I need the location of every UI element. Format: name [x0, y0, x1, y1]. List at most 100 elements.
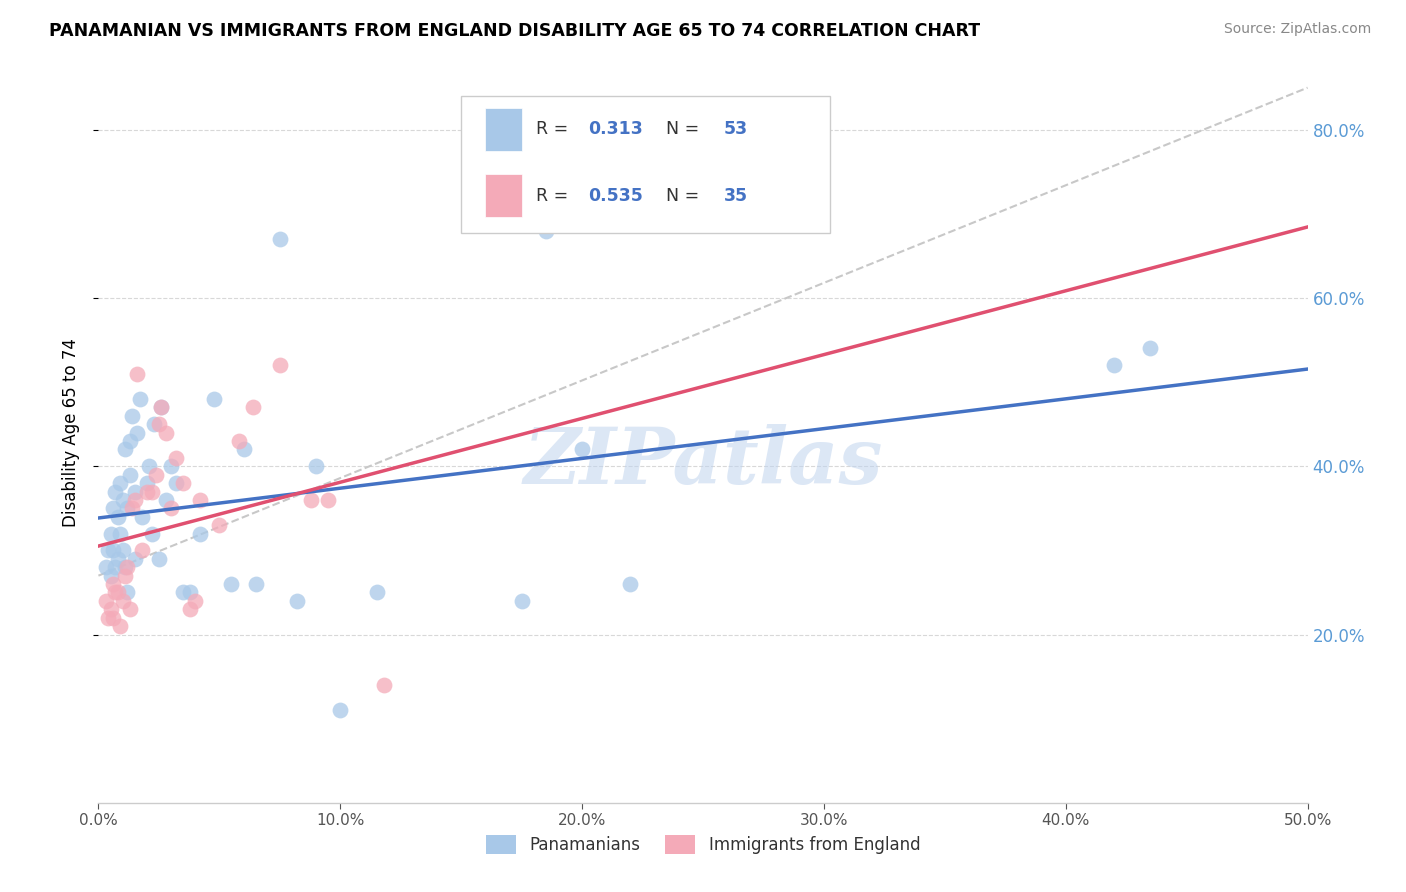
Point: [108, 476, 131, 491]
Point: [172, 585, 194, 599]
Point: [107, 509, 129, 524]
Point: [188, 526, 211, 541]
Point: [111, 594, 134, 608]
Point: [114, 568, 136, 582]
Point: [145, 467, 167, 482]
Point: [135, 484, 157, 499]
Point: [150, 401, 173, 415]
Point: [104, 585, 127, 599]
Text: R =: R =: [536, 120, 574, 138]
Point: [160, 459, 183, 474]
Point: [104, 484, 127, 499]
Point: [118, 434, 141, 448]
FancyBboxPatch shape: [485, 174, 522, 217]
Point: [108, 526, 131, 541]
Point: [124, 551, 146, 566]
Point: [111, 543, 134, 558]
Text: Source: ZipAtlas.com: Source: ZipAtlas.com: [1223, 22, 1371, 37]
Point: [101, 501, 124, 516]
Point: [619, 577, 641, 591]
Point: [329, 703, 352, 717]
Point: [141, 526, 163, 541]
Point: [184, 594, 207, 608]
Text: N =: N =: [655, 186, 704, 204]
Point: [127, 367, 149, 381]
Point: [316, 492, 339, 507]
Point: [155, 492, 177, 507]
Point: [94, 594, 117, 608]
Point: [135, 476, 157, 491]
Text: R =: R =: [536, 186, 574, 204]
Point: [228, 434, 250, 448]
Point: [117, 560, 139, 574]
Point: [1102, 359, 1125, 373]
Point: [104, 560, 127, 574]
Point: [232, 442, 254, 457]
Point: [534, 224, 557, 238]
Point: [128, 392, 150, 406]
Point: [148, 551, 170, 566]
Point: [108, 619, 131, 633]
Point: [172, 476, 194, 491]
Point: [114, 442, 136, 457]
Point: [242, 401, 264, 415]
Point: [111, 492, 134, 507]
Point: [97, 610, 120, 624]
Point: [155, 425, 177, 440]
Point: [101, 543, 124, 558]
Point: [118, 467, 141, 482]
Point: [285, 594, 308, 608]
Point: [117, 501, 139, 516]
Point: [373, 678, 395, 692]
Point: [148, 417, 170, 432]
Point: [121, 409, 143, 423]
Point: [131, 543, 153, 558]
Point: [131, 509, 153, 524]
FancyBboxPatch shape: [461, 95, 830, 233]
Point: [299, 492, 322, 507]
Point: [179, 585, 201, 599]
Text: PANAMANIAN VS IMMIGRANTS FROM ENGLAND DISABILITY AGE 65 TO 74 CORRELATION CHART: PANAMANIAN VS IMMIGRANTS FROM ENGLAND DI…: [49, 22, 980, 40]
Point: [160, 501, 183, 516]
Point: [150, 401, 173, 415]
Point: [100, 526, 122, 541]
Point: [100, 568, 122, 582]
Point: [269, 232, 291, 246]
Point: [179, 602, 201, 616]
Point: [221, 577, 243, 591]
Point: [188, 492, 211, 507]
Point: [305, 459, 328, 474]
Point: [141, 484, 163, 499]
Point: [165, 450, 187, 465]
Point: [97, 543, 120, 558]
Point: [208, 518, 231, 533]
Text: 53: 53: [724, 120, 748, 138]
Point: [100, 602, 122, 616]
Text: 35: 35: [724, 186, 748, 204]
Point: [245, 577, 267, 591]
Point: [143, 417, 166, 432]
Text: N =: N =: [655, 120, 704, 138]
Point: [107, 585, 129, 599]
Point: [204, 392, 226, 406]
Text: ZIPatlas: ZIPatlas: [523, 424, 883, 500]
FancyBboxPatch shape: [485, 108, 522, 151]
Point: [101, 610, 124, 624]
Point: [117, 585, 139, 599]
Point: [121, 501, 143, 516]
Text: 0.313: 0.313: [588, 120, 643, 138]
Point: [571, 442, 593, 457]
Point: [269, 359, 291, 373]
Point: [510, 594, 533, 608]
Point: [94, 560, 117, 574]
Point: [366, 585, 388, 599]
Y-axis label: Disability Age 65 to 74: Disability Age 65 to 74: [62, 338, 80, 527]
Point: [107, 551, 129, 566]
Point: [124, 484, 146, 499]
Point: [101, 577, 124, 591]
Text: 0.535: 0.535: [588, 186, 643, 204]
Point: [165, 476, 187, 491]
Point: [124, 492, 146, 507]
Point: [138, 459, 160, 474]
Point: [118, 602, 141, 616]
